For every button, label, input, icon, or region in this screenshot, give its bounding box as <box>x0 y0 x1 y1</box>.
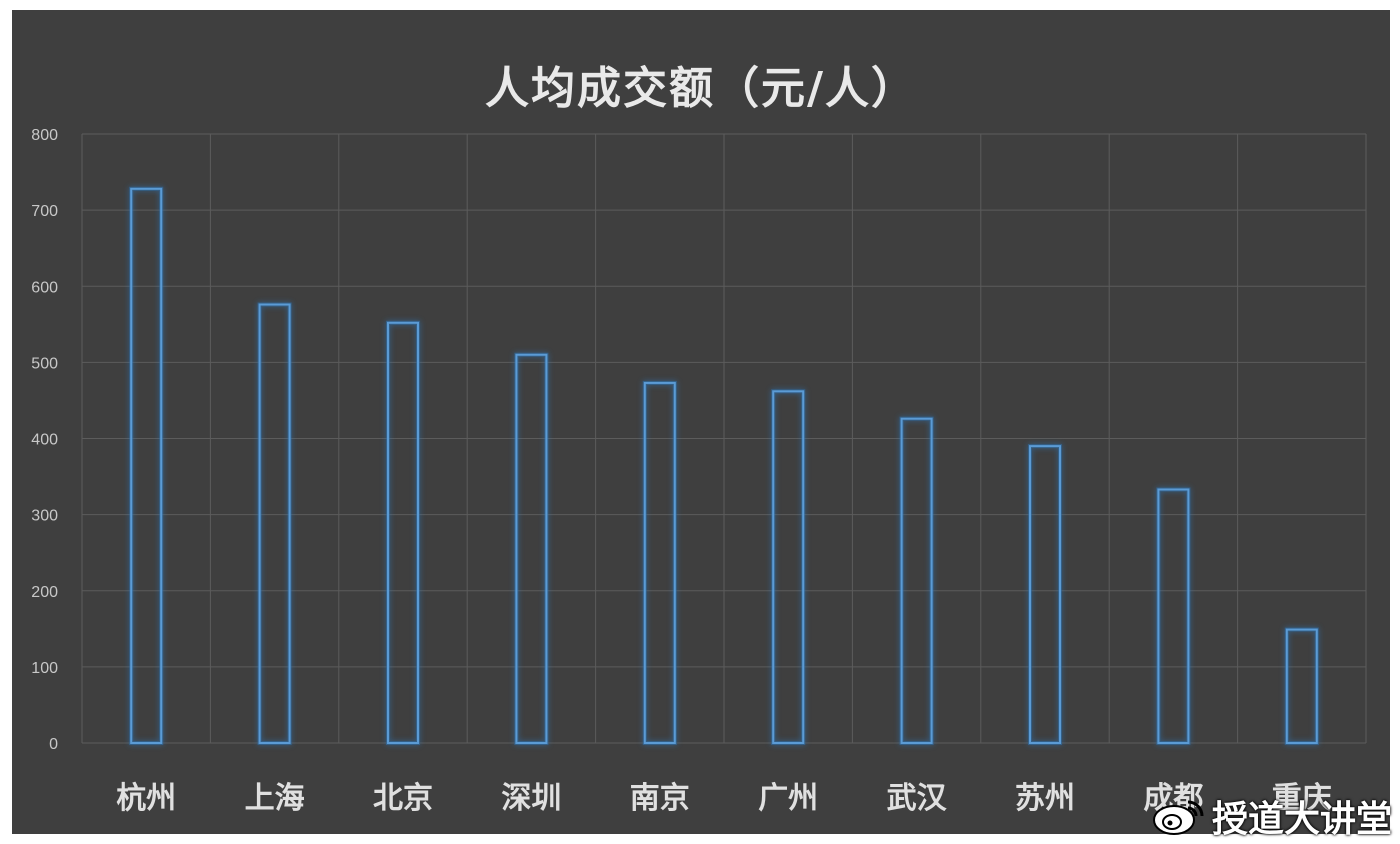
bar-glow <box>514 352 549 745</box>
y-tick-label: 200 <box>31 584 58 601</box>
x-tick-label: 广州 <box>758 781 818 816</box>
bar-glow <box>257 302 292 745</box>
bar-glow <box>1156 487 1191 745</box>
x-tick-label: 苏州 <box>1015 781 1075 816</box>
y-tick-label: 0 <box>49 736 58 753</box>
bar <box>900 417 933 744</box>
bar-glow <box>899 416 934 745</box>
x-tick-label: 杭州 <box>116 781 176 816</box>
bar-glow <box>386 320 420 745</box>
bar <box>772 390 805 744</box>
bar <box>515 353 548 744</box>
bar <box>387 321 419 744</box>
y-tick-label: 100 <box>31 660 58 677</box>
bar-glow <box>129 186 164 745</box>
watermark-text: 授道大讲堂 <box>1211 799 1392 840</box>
bar <box>1029 445 1061 744</box>
bar <box>130 187 163 744</box>
y-tick-label: 700 <box>31 203 58 220</box>
y-tick-label: 600 <box>31 279 58 296</box>
weibo-logo-icon <box>1152 800 1204 835</box>
bar-glow <box>642 380 677 745</box>
watermark: 授道大讲堂 <box>1150 790 1392 842</box>
x-tick-label: 上海 <box>245 781 305 816</box>
bar <box>258 303 291 744</box>
x-tick-label: 深圳 <box>501 781 561 816</box>
chart-title: 人均成交额（元/人） <box>484 63 918 114</box>
x-tick-label: 南京 <box>630 781 690 816</box>
x-tick-label: 北京 <box>373 781 433 816</box>
y-tick-label: 400 <box>31 432 58 449</box>
bar <box>1285 628 1318 744</box>
y-tick-label: 300 <box>31 508 58 525</box>
bar-glow <box>1284 627 1319 745</box>
bar <box>1157 488 1190 744</box>
x-tick-label: 重庆 <box>1272 781 1332 816</box>
bar-glow <box>771 389 806 745</box>
bar <box>643 381 676 744</box>
y-tick-label: 500 <box>31 355 58 372</box>
x-tick-label: 武汉 <box>887 781 948 816</box>
bar-glow <box>1028 444 1062 745</box>
bar-chart: 0 100 200 300 400 500 600 700 800 杭州 上海 北京 深圳 南京 广州 武汉 苏… <box>31 127 1367 816</box>
y-tick-label: 800 <box>31 127 58 144</box>
chart-panel: 人均成交额（元/人） 0 100 200 300 400 500 600 700 800 杭州 上海… <box>12 10 1390 834</box>
